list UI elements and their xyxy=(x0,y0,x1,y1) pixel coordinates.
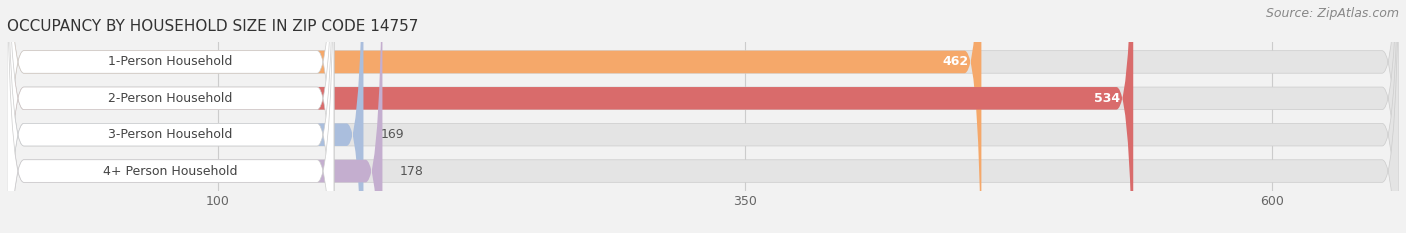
Text: Source: ZipAtlas.com: Source: ZipAtlas.com xyxy=(1265,7,1399,20)
Text: OCCUPANCY BY HOUSEHOLD SIZE IN ZIP CODE 14757: OCCUPANCY BY HOUSEHOLD SIZE IN ZIP CODE … xyxy=(7,19,419,34)
FancyBboxPatch shape xyxy=(7,0,335,233)
FancyBboxPatch shape xyxy=(7,0,363,233)
Text: 169: 169 xyxy=(380,128,404,141)
FancyBboxPatch shape xyxy=(7,0,335,233)
FancyBboxPatch shape xyxy=(7,0,1399,233)
Text: 534: 534 xyxy=(1094,92,1121,105)
FancyBboxPatch shape xyxy=(7,0,981,233)
Text: 178: 178 xyxy=(399,164,423,178)
Text: 2-Person Household: 2-Person Household xyxy=(108,92,232,105)
Text: 1-Person Household: 1-Person Household xyxy=(108,55,232,69)
FancyBboxPatch shape xyxy=(7,0,382,233)
FancyBboxPatch shape xyxy=(7,0,335,233)
FancyBboxPatch shape xyxy=(7,0,335,233)
FancyBboxPatch shape xyxy=(7,0,1399,233)
Text: 3-Person Household: 3-Person Household xyxy=(108,128,232,141)
FancyBboxPatch shape xyxy=(7,0,1399,233)
Text: 4+ Person Household: 4+ Person Household xyxy=(103,164,238,178)
FancyBboxPatch shape xyxy=(7,0,1399,233)
FancyBboxPatch shape xyxy=(7,0,1133,233)
Text: 462: 462 xyxy=(942,55,969,69)
